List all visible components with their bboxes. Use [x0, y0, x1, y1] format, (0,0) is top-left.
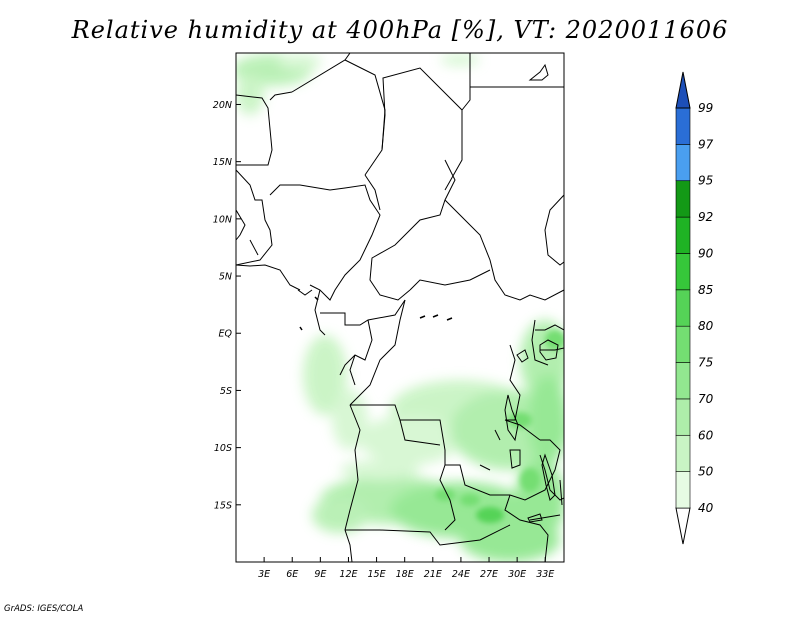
colorbar-legend: 40 50 60 70 75 80 85 90 92 95 97 99 [675, 71, 714, 545]
colorbar-segment [675, 325, 691, 363]
lat-label: 15S [214, 500, 232, 511]
colorbar-segment [675, 253, 691, 291]
lat-label: 5S [220, 386, 232, 397]
lon-label: 9E [314, 569, 326, 580]
lat-label: 10S [214, 443, 232, 454]
colorbar-segment [675, 398, 691, 436]
colorbar-lower-triangle [675, 507, 691, 545]
colorbar-segment [675, 144, 691, 182]
colorbar-label: 92 [698, 210, 713, 224]
lon-label: 21E [424, 569, 442, 580]
grads-credit: GrADS: IGES/COLA [4, 604, 84, 614]
colorbar-segment [675, 289, 691, 327]
colorbar-label: 70 [698, 392, 714, 406]
colorbar-segment [675, 362, 691, 400]
colorbar-label: 97 [698, 137, 714, 151]
colorbar-label: 95 [698, 174, 713, 188]
lon-label: 33E [536, 569, 554, 580]
lat-label: 15N [213, 157, 232, 168]
colorbar-label: 75 [698, 356, 713, 370]
lat-label: 5N [219, 272, 232, 283]
colorbar-segment [675, 471, 691, 509]
lon-label: 30E [508, 569, 526, 580]
colorbar-segment [675, 180, 691, 218]
lat-label: EQ [219, 329, 233, 340]
longitude-axis: 3E 6E 9E 12E 15E 18E 21E 24E 27E 30E 33E [258, 557, 554, 580]
lon-label: 3E [258, 569, 270, 580]
lon-label: 27E [480, 569, 498, 580]
humidity-shading [236, 54, 564, 562]
colorbar-segment [675, 434, 691, 472]
colorbar-upper-triangle [675, 71, 691, 109]
map-title: Relative humidity at 400hPa [%], VT: 202… [71, 16, 729, 44]
colorbar-label: 90 [698, 246, 714, 260]
colorbar-label: 60 [698, 428, 714, 442]
lat-label: 10N [213, 214, 232, 225]
colorbar-label: 50 [698, 465, 714, 479]
colorbar-label: 80 [698, 319, 714, 333]
colorbar-segment [675, 216, 691, 254]
lat-label: 20N [213, 100, 232, 111]
lon-label: 15E [368, 569, 386, 580]
lon-label: 12E [339, 569, 357, 580]
colorbar-segment [675, 107, 691, 145]
lon-label: 18E [396, 569, 414, 580]
lon-label: 24E [452, 569, 470, 580]
lakes-and-islands [299, 63, 563, 523]
lon-label: 6E [286, 569, 298, 580]
colorbar-label: 40 [698, 501, 714, 515]
map-frame [235, 52, 565, 563]
colorbar-label: 99 [698, 101, 713, 115]
latitude-axis: 20N 15N 10N 5N EQ 5S 10S 15S [213, 100, 241, 511]
colorbar-label: 85 [698, 283, 713, 297]
